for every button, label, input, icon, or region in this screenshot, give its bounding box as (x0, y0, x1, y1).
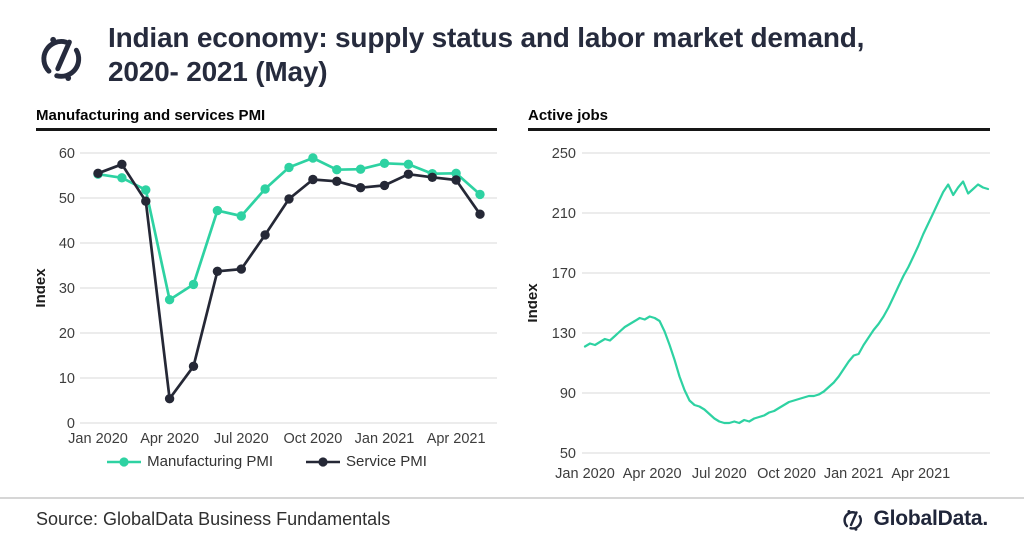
globaldata-logo-icon (41, 36, 82, 81)
footer-divider (0, 497, 1024, 499)
svg-text:170: 170 (552, 266, 576, 282)
svg-text:20: 20 (59, 326, 75, 342)
pmi-chart-panel: Manufacturing and services PMI 0 10 20 30 40… (36, 107, 497, 470)
page-title: Indian economy: supply status and labor … (108, 21, 864, 89)
pmi-chart-title: Manufacturing and services PMI (36, 107, 497, 131)
svg-text:Apr 2020: Apr 2020 (623, 466, 682, 482)
globaldata-wordmark: GlobalData. (873, 507, 989, 530)
service-pmi-marker-icon (306, 456, 341, 467)
active-jobs-chart-svg: 50 90 130 170 210 250 Jan 2020 Apr 2020 Jul 2020… (528, 146, 990, 482)
svg-text:0: 0 (67, 416, 75, 432)
active-jobs-chart-panel: Active jobs 50 90 130 170 210 250 Jan 2020 Apr … (528, 107, 990, 485)
svg-text:130: 130 (552, 326, 576, 342)
svg-text:Index: Index (528, 283, 541, 323)
page-title-line2: 2020- 2021 (May) (108, 56, 328, 87)
svg-text:90: 90 (560, 386, 576, 402)
svg-text:Jan 2020: Jan 2020 (68, 431, 128, 447)
legend-label-service: Service PMI (346, 453, 427, 470)
svg-text:Oct 2020: Oct 2020 (757, 466, 816, 482)
svg-text:Oct 2020: Oct 2020 (283, 431, 342, 447)
svg-text:Apr 2021: Apr 2021 (427, 431, 486, 447)
svg-text:Index: Index (36, 268, 49, 308)
svg-text:250: 250 (552, 146, 576, 162)
source-text: Source: GlobalData Business Fundamentals (36, 509, 391, 529)
svg-text:50: 50 (59, 191, 75, 207)
svg-text:40: 40 (59, 236, 75, 252)
svg-text:Jan 2021: Jan 2021 (355, 431, 415, 447)
globaldata-brand-icon (842, 509, 862, 531)
svg-text:Jul 2020: Jul 2020 (214, 431, 269, 447)
svg-text:60: 60 (59, 146, 75, 162)
globaldata-brand: GlobalData. (840, 503, 989, 535)
page-title-line1: Indian economy: supply status and labor … (108, 22, 865, 53)
svg-text:Jan 2021: Jan 2021 (824, 466, 884, 482)
svg-text:Apr 2020: Apr 2020 (140, 431, 199, 447)
active-jobs-chart-title: Active jobs (528, 107, 990, 131)
pmi-legend: Manufacturing PMI Service PMI (36, 453, 497, 470)
svg-text:30: 30 (59, 281, 75, 297)
legend-item-service-pmi: Service PMI (305, 453, 427, 470)
svg-text:10: 10 (59, 371, 75, 387)
svg-text:210: 210 (552, 206, 576, 222)
manufacturing-pmi-marker-icon (107, 456, 142, 467)
legend-label-manufacturing: Manufacturing PMI (147, 453, 274, 470)
pmi-chart-svg: 0 10 20 30 40 50 60 Jan 2020 Apr 2020 Jul 2020 Oct… (36, 146, 497, 447)
svg-text:50: 50 (560, 446, 576, 462)
svg-text:Apr 2021: Apr 2021 (891, 466, 950, 482)
svg-text:Jul 2020: Jul 2020 (692, 466, 747, 482)
svg-text:Jan 2020: Jan 2020 (555, 466, 615, 482)
legend-item-manufacturing-pmi: Manufacturing PMI (106, 453, 273, 470)
